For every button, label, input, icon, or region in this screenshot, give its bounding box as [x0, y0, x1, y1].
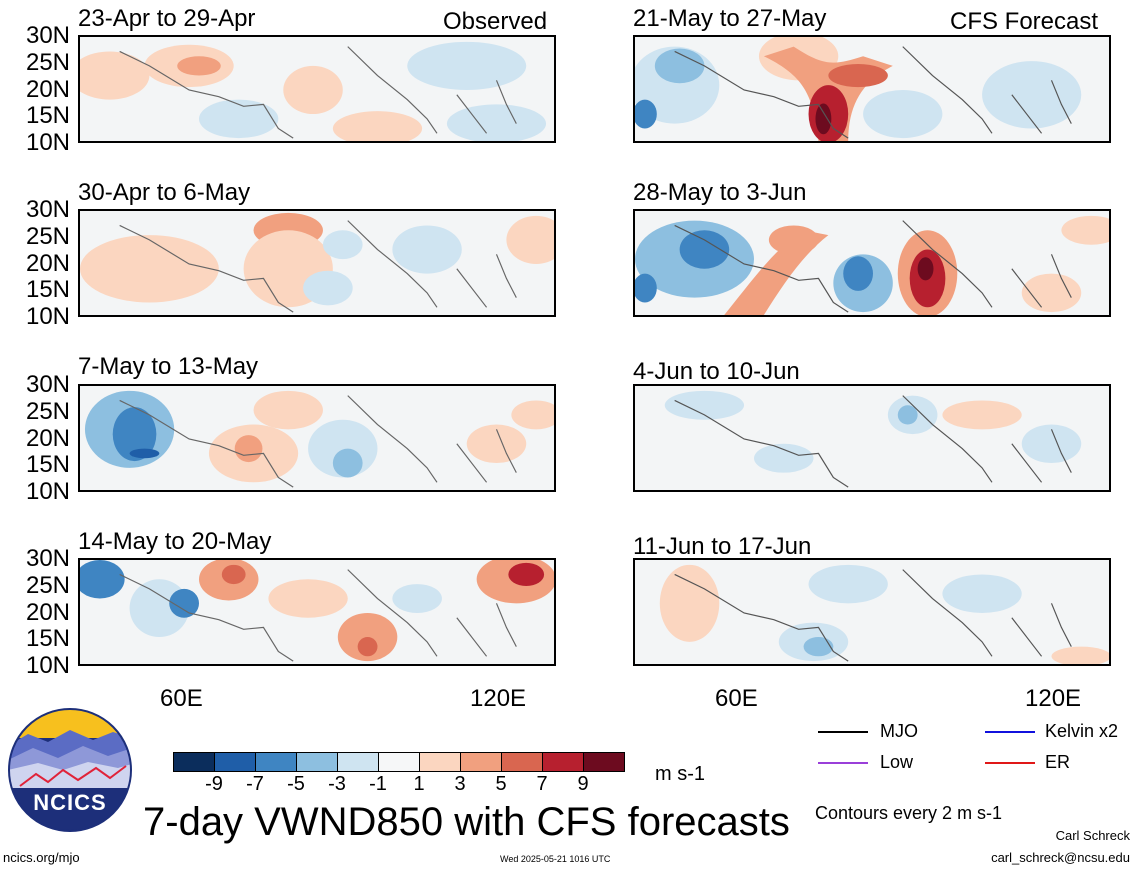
lat-label: 10N: [25, 129, 70, 156]
lat-label: 25N: [25, 49, 70, 76]
colorbar-swatch: [378, 752, 420, 772]
lon-label: 60E: [160, 685, 203, 712]
panel-title: 11-Jun to 17-Jun: [633, 533, 812, 560]
colorbar-label: -5: [287, 773, 305, 795]
panel-title: 23-Apr to 29-Apr: [78, 5, 256, 32]
colorbar-label: 3: [454, 773, 466, 795]
colorbar-swatch: [583, 752, 625, 772]
wind-map: [633, 35, 1111, 143]
colorbar-swatch: [214, 752, 256, 772]
lon-label: 60E: [715, 685, 758, 712]
lat-label: 20N: [25, 76, 70, 103]
panel-title: 7-May to 13-May: [78, 353, 259, 380]
colorbar-label: 1: [413, 773, 425, 795]
wind-map: [78, 35, 556, 143]
wind-map: [633, 384, 1111, 492]
lat-label: 20N: [25, 599, 70, 626]
lat-label: 30N: [25, 545, 70, 572]
colorbar-label: 9: [577, 773, 589, 795]
lat-label: 10N: [25, 303, 70, 330]
colorbar-label: -9: [205, 773, 223, 795]
lat-label: 25N: [25, 398, 70, 425]
wind-map: [633, 209, 1111, 317]
lat-label: 30N: [25, 22, 70, 49]
wind-map: [78, 209, 556, 317]
panel-tag-forecast: CFS Forecast: [950, 8, 1099, 35]
lon-label: 120E: [1025, 685, 1082, 712]
colorbar-swatch: [460, 752, 502, 772]
ncics-logo: NCICS: [8, 708, 132, 832]
lat-label: 10N: [25, 478, 70, 505]
colorbar-swatch: [501, 752, 543, 772]
colorbar-label: -1: [369, 773, 387, 795]
lat-label: 15N: [25, 625, 70, 652]
colorbar-swatch: [255, 752, 297, 772]
panel-title: 30-Apr to 6-May: [78, 179, 251, 206]
lat-label: 20N: [25, 425, 70, 452]
lat-label: 15N: [25, 451, 70, 478]
panel-tag-observed: Observed: [443, 8, 548, 35]
lat-label: 30N: [25, 371, 70, 398]
panel-title: 14-May to 20-May: [78, 528, 272, 555]
lat-label: 10N: [25, 652, 70, 679]
wind-map: [78, 558, 556, 666]
colorbar-label: -3: [328, 773, 346, 795]
lat-label: 15N: [25, 102, 70, 129]
colorbar-swatch: [337, 752, 379, 772]
colorbar-label: 5: [495, 773, 507, 795]
panel-title: 21-May to 27-May: [633, 5, 827, 32]
colorbar-swatch: [173, 752, 215, 772]
colorbar-swatch: [542, 752, 584, 772]
panel-title: 28-May to 3-Jun: [633, 179, 807, 206]
lat-label: 30N: [25, 196, 70, 223]
legend-line-er: [985, 762, 1035, 764]
legend-label: Kelvin x2: [1045, 721, 1119, 741]
legend-line-kelvin: [985, 731, 1035, 733]
colorbar-label: -7: [246, 773, 264, 795]
colorbar-swatch: [419, 752, 461, 772]
lat-label: 25N: [25, 572, 70, 599]
footer-author: Carl Schreck: [1055, 828, 1130, 843]
footer-url[interactable]: ncics.org/mjo: [3, 850, 80, 865]
wind-map: [78, 384, 556, 492]
panel-title: 4-Jun to 10-Jun: [633, 358, 800, 385]
lat-label: 25N: [25, 223, 70, 250]
logo-text: NCICS: [33, 790, 107, 815]
contour-note: Contours every 2 m s-1: [815, 803, 1003, 823]
colorbar-swatch: [296, 752, 338, 772]
legend-label: MJO: [880, 721, 918, 741]
legend-line-mjo: [818, 731, 868, 733]
colorbar-label: 7: [536, 773, 548, 795]
main-title: 7-day VWND850 with CFS forecasts: [143, 800, 790, 844]
legend-line-low: [818, 762, 868, 764]
legend-label: Low: [880, 752, 914, 772]
colorbar-unit: m s-1: [655, 763, 705, 785]
lon-label: 120E: [470, 685, 527, 712]
footer-email[interactable]: carl_schreck@ncsu.edu: [991, 850, 1130, 865]
lat-label: 15N: [25, 276, 70, 303]
wind-map: [633, 558, 1111, 666]
legend-label: ER: [1045, 752, 1071, 772]
lat-label: 20N: [25, 250, 70, 277]
footer-timestamp: Wed 2025-05-21 1016 UTC: [500, 854, 611, 864]
